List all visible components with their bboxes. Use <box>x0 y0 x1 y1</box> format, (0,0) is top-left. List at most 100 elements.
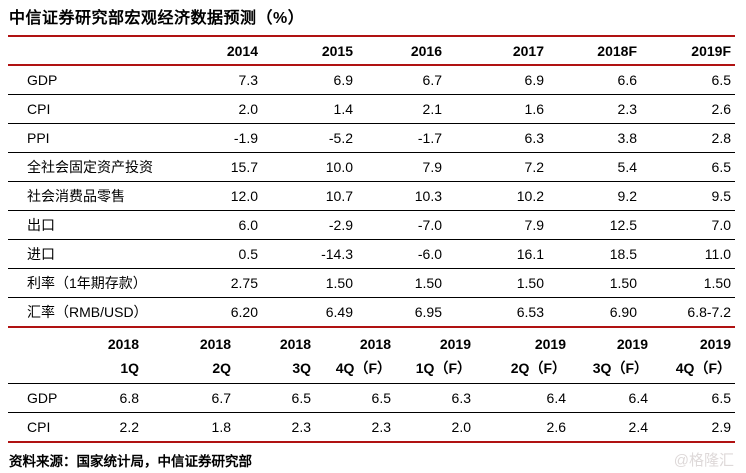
cell-value: 11.0 <box>641 239 735 269</box>
table-row: GDP 6.8 6.7 6.5 6.5 6.3 6.4 6.4 6.5 <box>8 383 735 413</box>
cell-value: 2.2 <box>70 412 143 443</box>
column-header: 2015 <box>262 37 357 66</box>
header-quarter: 3Q（F） <box>592 359 648 376</box>
column-header: 2019 3Q（F） <box>570 328 652 384</box>
row-label: CPI <box>8 94 170 124</box>
cell-value: 2.3 <box>548 94 641 124</box>
row-label: CPI <box>8 412 70 443</box>
cell-value: 1.50 <box>641 268 735 298</box>
quarterly-table: 2018 1Q 2018 2Q 2018 3Q 2018 4Q（F） 2019 <box>8 328 735 443</box>
row-label: 出口 <box>8 210 170 240</box>
cell-value: -6.0 <box>357 239 446 269</box>
cell-value: 6.9 <box>262 65 357 95</box>
cell-value: 6.53 <box>446 297 548 328</box>
header-year: 2018 <box>199 335 231 352</box>
header-quarter: 2Q <box>212 359 231 376</box>
header-quarter: 4Q（F） <box>675 359 731 376</box>
cell-value: 6.8-7.2 <box>641 297 735 328</box>
column-header: 2018F <box>548 37 641 66</box>
header-quarter: 1Q（F） <box>415 359 471 376</box>
header-quarter: 2Q（F） <box>510 359 566 376</box>
header-year: 2019 <box>439 335 471 352</box>
cell-value: 1.50 <box>357 268 446 298</box>
cell-value: 2.6 <box>475 412 570 443</box>
column-header: 2016 <box>357 37 446 66</box>
row-label: GDP <box>8 65 170 95</box>
cell-value: -5.2 <box>262 123 357 153</box>
cell-value: 6.4 <box>475 383 570 413</box>
cell-value: 10.3 <box>357 181 446 211</box>
source-note: 资料来源：国家统计局，中信证券研究部 <box>9 453 252 469</box>
cell-value: 2.1 <box>357 94 446 124</box>
cell-value: 6.49 <box>262 297 357 328</box>
cell-value: 16.1 <box>446 239 548 269</box>
cell-value: 5.4 <box>548 152 641 182</box>
cell-value: 6.7 <box>143 383 235 413</box>
cell-value: 1.8 <box>143 412 235 443</box>
header-year: 2019 <box>616 335 648 352</box>
row-label: 利率（1年期存款） <box>8 268 170 298</box>
cell-value: 6.4 <box>570 383 652 413</box>
cell-value: 7.0 <box>641 210 735 240</box>
column-header: 2018 1Q <box>70 328 143 384</box>
quarterly-header-row: 2018 1Q 2018 2Q 2018 3Q 2018 4Q（F） 2019 <box>8 328 735 384</box>
header-year: 2018 <box>279 335 311 352</box>
annual-header-row: 2014 2015 2016 2017 2018F 2019F <box>8 37 735 66</box>
table-row: 出口 6.0 -2.9 -7.0 7.9 12.5 7.0 <box>8 210 735 240</box>
cell-value: 6.5 <box>235 383 315 413</box>
cell-value: -7.0 <box>357 210 446 240</box>
column-header: 2019 4Q（F） <box>652 328 735 384</box>
table-row: PPI -1.9 -5.2 -1.7 6.3 3.8 2.8 <box>8 123 735 153</box>
row-label: 汇率（RMB/USD） <box>8 297 170 328</box>
cell-value: -1.7 <box>357 123 446 153</box>
page-title: 中信证券研究部宏观经济数据预测（%） <box>8 6 735 37</box>
row-label: GDP <box>8 383 70 413</box>
cell-value: 6.5 <box>652 383 735 413</box>
header-year: 2018 <box>107 335 139 352</box>
annual-table: 2014 2015 2016 2017 2018F 2019F GDP 7.3 … <box>8 37 735 328</box>
cell-value: 6.0 <box>170 210 262 240</box>
header-year: 2019 <box>534 335 566 352</box>
cell-value: 9.5 <box>641 181 735 211</box>
cell-value: 6.90 <box>548 297 641 328</box>
table-row: 社会消费品零售 12.0 10.7 10.3 10.2 9.2 9.5 <box>8 181 735 211</box>
cell-value: 3.8 <box>548 123 641 153</box>
table-row: 汇率（RMB/USD） 6.20 6.49 6.95 6.53 6.90 6.8… <box>8 297 735 328</box>
cell-value: 7.9 <box>357 152 446 182</box>
cell-value: 7.9 <box>446 210 548 240</box>
cell-value: 6.3 <box>395 383 475 413</box>
cell-value: 6.8 <box>70 383 143 413</box>
cell-value: 18.5 <box>548 239 641 269</box>
header-year: 2019 <box>699 335 731 352</box>
cell-value: 7.2 <box>446 152 548 182</box>
header-quarter: 3Q <box>292 359 311 376</box>
cell-value: 1.50 <box>446 268 548 298</box>
table-row: CPI 2.2 1.8 2.3 2.3 2.0 2.6 2.4 2.9 <box>8 412 735 443</box>
cell-value: 6.5 <box>641 152 735 182</box>
footer: 资料来源：国家统计局，中信证券研究部 @格隆汇 <box>8 443 735 470</box>
header-quarter: 4Q（F） <box>335 359 391 376</box>
row-label: 进口 <box>8 239 170 269</box>
column-header-blank <box>8 328 70 384</box>
cell-value: 6.7 <box>357 65 446 95</box>
cell-value: 6.6 <box>548 65 641 95</box>
cell-value: 9.2 <box>548 181 641 211</box>
row-label: PPI <box>8 123 170 153</box>
column-header: 2014 <box>170 37 262 66</box>
cell-value: 2.3 <box>315 412 395 443</box>
cell-value: 2.3 <box>235 412 315 443</box>
row-label: 社会消费品零售 <box>8 181 170 211</box>
column-header-blank <box>8 37 170 66</box>
cell-value: 6.5 <box>315 383 395 413</box>
table-row: 进口 0.5 -14.3 -6.0 16.1 18.5 11.0 <box>8 239 735 269</box>
cell-value: 2.0 <box>170 94 262 124</box>
cell-value: 6.3 <box>446 123 548 153</box>
cell-value: 10.7 <box>262 181 357 211</box>
cell-value: 15.7 <box>170 152 262 182</box>
cell-value: 2.75 <box>170 268 262 298</box>
column-header: 2018 2Q <box>143 328 235 384</box>
cell-value: 6.9 <box>446 65 548 95</box>
cell-value: 7.3 <box>170 65 262 95</box>
cell-value: 1.4 <box>262 94 357 124</box>
